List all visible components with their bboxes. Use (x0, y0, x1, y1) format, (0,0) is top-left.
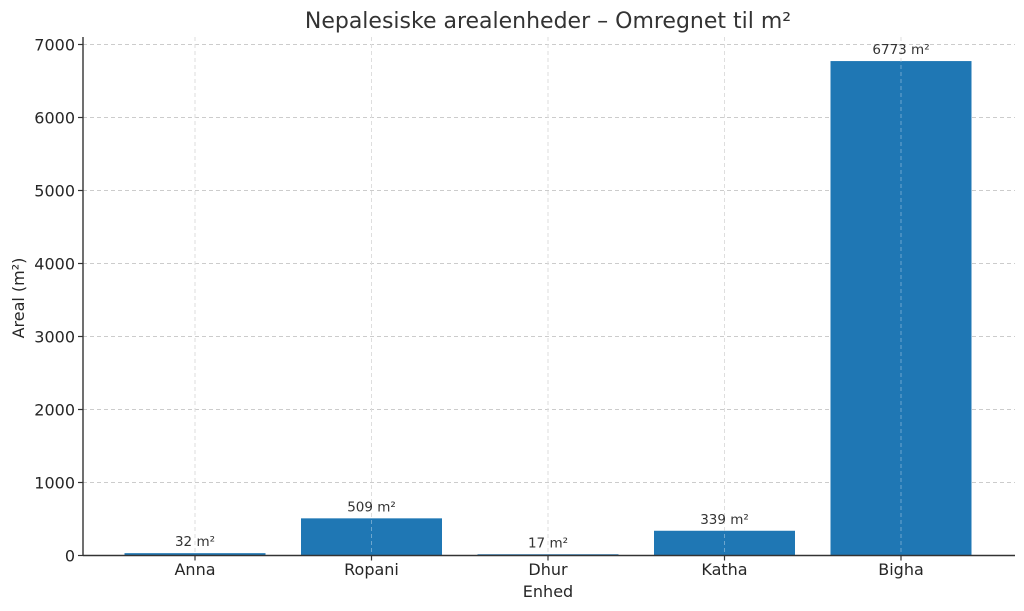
bars (124, 37, 972, 556)
y-tick-label: 7000 (34, 36, 75, 55)
y-tick-label: 0 (65, 547, 75, 566)
bar-ropani (301, 518, 442, 556)
x-tick-label: Katha (701, 560, 747, 579)
bar-bigha (830, 61, 972, 556)
bar-value-label: 17 m² (528, 535, 568, 551)
bar-anna (124, 553, 266, 556)
x-tick-label: Anna (174, 560, 215, 579)
y-ticks: 0 1000 2000 3000 4000 5000 6000 7000 (34, 36, 83, 566)
bar-katha (654, 530, 795, 556)
x-ticks: Anna Ropani Dhur Katha Bigha (174, 555, 924, 579)
y-tick-label: 2000 (34, 401, 75, 420)
x-tick-label: Dhur (528, 560, 568, 579)
chart-title: Nepalesiske arealenheder – Omregnet til … (305, 9, 791, 34)
bar-value-label: 32 m² (175, 534, 215, 550)
y-axis-label: Areal (m²) (9, 258, 28, 339)
y-tick-label: 5000 (34, 182, 75, 201)
bar-value-label: 509 m² (347, 499, 396, 515)
x-tick-label: Ropani (344, 560, 399, 579)
y-tick-label: 3000 (34, 328, 75, 347)
x-tick-label: Bigha (878, 560, 924, 579)
bar-value-label: 339 m² (700, 512, 749, 528)
x-axis-label: Enhed (523, 582, 573, 601)
grid-lines (83, 37, 1015, 556)
y-tick-label: 4000 (34, 255, 75, 274)
y-tick-label: 6000 (34, 109, 75, 128)
bar-value-labels: 32 m² 509 m² 17 m² 339 m² 6773 m² (175, 42, 930, 551)
y-tick-label: 1000 (34, 474, 75, 493)
bar-value-label: 6773 m² (872, 42, 929, 58)
